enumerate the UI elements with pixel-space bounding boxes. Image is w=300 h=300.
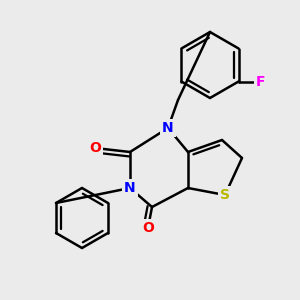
Text: S: S: [220, 188, 230, 202]
Text: N: N: [124, 181, 136, 195]
Text: N: N: [162, 121, 174, 135]
Text: O: O: [142, 221, 154, 235]
Text: O: O: [89, 141, 101, 155]
Text: F: F: [256, 74, 265, 88]
